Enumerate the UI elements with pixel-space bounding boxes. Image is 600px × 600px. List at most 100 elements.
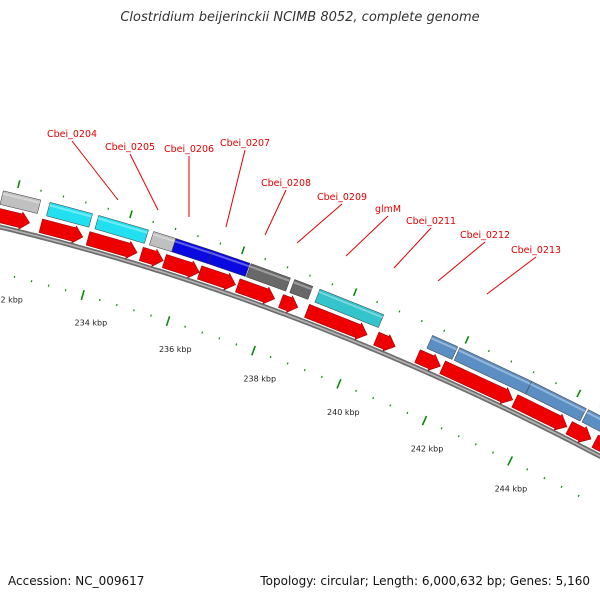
outer-tick: [554, 382, 557, 385]
outer-tick: [129, 210, 133, 219]
kbp-tick-label: 238 kbp: [243, 375, 276, 384]
feature-bar-shine: [152, 233, 176, 243]
scale-tick: [474, 443, 477, 446]
scale-tick: [115, 303, 118, 307]
gene-label: glmM: [375, 204, 401, 215]
map-title: Clostridium beijerinckii NCIMB 8052, com…: [120, 10, 480, 25]
scale-tick: [560, 485, 563, 489]
feature-bar: [581, 409, 600, 432]
gene-label-layer: Cbei_0204 Cbei_0205 Cbei_0206 Cbei_0207 Cbei…: [47, 129, 561, 256]
scale-tick: [303, 368, 306, 372]
scale-tick: [133, 309, 135, 312]
feature-bar: [46, 201, 93, 228]
cds-arrow: [565, 421, 592, 443]
scale-tick: [80, 290, 85, 301]
scale-tick: [286, 362, 289, 365]
label-leader: [71, 140, 119, 201]
label-leader: [345, 215, 389, 257]
label-leader: [129, 153, 159, 211]
feature-bar: [0, 190, 42, 214]
feature-track: [0, 190, 600, 432]
feature-bar: [245, 263, 291, 292]
scale-tick: [184, 325, 187, 328]
scale-tick: [47, 284, 50, 287]
outer-tick: [152, 220, 155, 224]
kbp-tick-label: 236 kbp: [159, 345, 192, 354]
label-leader: [296, 203, 343, 244]
feature-bar: [426, 335, 459, 360]
scale-tick: [372, 396, 375, 400]
cds-arrow: [439, 360, 514, 405]
genome-summary-text: Topology: circular; Length: 6,000,632 bp…: [260, 574, 590, 588]
outer-tick: [286, 266, 289, 269]
feature-bar: [525, 380, 587, 422]
feature-bar-shine: [249, 265, 290, 282]
scale-tick: [577, 494, 580, 497]
outer-tick: [85, 201, 87, 204]
scale-tick: [218, 337, 221, 340]
cds-arrow: [85, 231, 138, 260]
feature-bar-shine: [430, 337, 457, 351]
cds-arrow-track: [0, 208, 600, 452]
scale-tick: [440, 427, 443, 430]
outer-tick: [62, 195, 65, 198]
label-leader: [486, 256, 537, 295]
outer-tick: [398, 310, 401, 313]
outer-tick: [420, 319, 423, 323]
scale-tick: [507, 456, 514, 466]
gene-label: Cbei_0206: [164, 144, 214, 155]
scale-tick: [406, 411, 409, 415]
feature-bar: [94, 215, 149, 244]
cds-arrow: [591, 434, 600, 452]
accession-text: Accession: NC_009617: [8, 574, 145, 588]
scale-tick: [543, 476, 546, 480]
scale-tick: [165, 316, 171, 327]
cds-arrow: [278, 294, 299, 314]
scale-tick: [150, 314, 152, 317]
feature-bar: [289, 279, 314, 300]
outer-tick: [331, 283, 334, 286]
scale-tick: [355, 389, 358, 393]
scale-tick-row: 232 kbp 234 kbp 236 kbp 238 kbp 240 kbp 242 k…: [0, 275, 580, 497]
outer-tick: [219, 242, 222, 245]
scale-tick: [492, 451, 494, 454]
outer-tick: [532, 371, 535, 374]
kbp-tick-label: 240 kbp: [327, 408, 360, 417]
cds-arrow: [234, 278, 276, 305]
gene-label: Cbei_0204: [47, 129, 97, 140]
outer-tick: [264, 257, 267, 261]
outer-tick: [352, 288, 358, 297]
scale-tick: [30, 280, 33, 283]
scale-tick: [457, 435, 460, 438]
outer-tick: [510, 360, 513, 363]
cds-arrow: [161, 254, 200, 279]
cds-arrow: [414, 349, 441, 372]
outer-tick: [174, 227, 177, 231]
scale-tick: [269, 355, 272, 359]
label-leader: [264, 189, 287, 236]
scale-tick: [336, 378, 342, 389]
outer-tick: [576, 389, 582, 398]
cds-arrow: [138, 246, 164, 267]
gene-label: Cbei_0213: [511, 245, 561, 256]
gene-label: Cbei_0211: [406, 216, 456, 227]
feature-bar-shine: [318, 291, 383, 319]
outer-tick: [309, 274, 311, 277]
gene-label: Cbei_0212: [460, 230, 510, 241]
outer-tick: [443, 329, 446, 332]
label-leader: [225, 149, 246, 228]
gene-label: Cbei_0205: [105, 142, 155, 153]
feature-bar-shine: [174, 240, 212, 255]
cds-arrow: [0, 208, 31, 230]
feature-bar-shine: [97, 217, 148, 234]
label-leader: [437, 241, 486, 282]
scale-tick: [421, 415, 428, 426]
kbp-tick-label: 242 kbp: [411, 444, 444, 453]
feature-bar-shine: [2, 192, 41, 204]
cds-arrow: [196, 265, 236, 291]
outer-tick: [17, 180, 21, 189]
feature-bar-shine: [49, 204, 93, 218]
feature-bar-shine: [293, 281, 313, 291]
outer-tick: [376, 301, 379, 304]
